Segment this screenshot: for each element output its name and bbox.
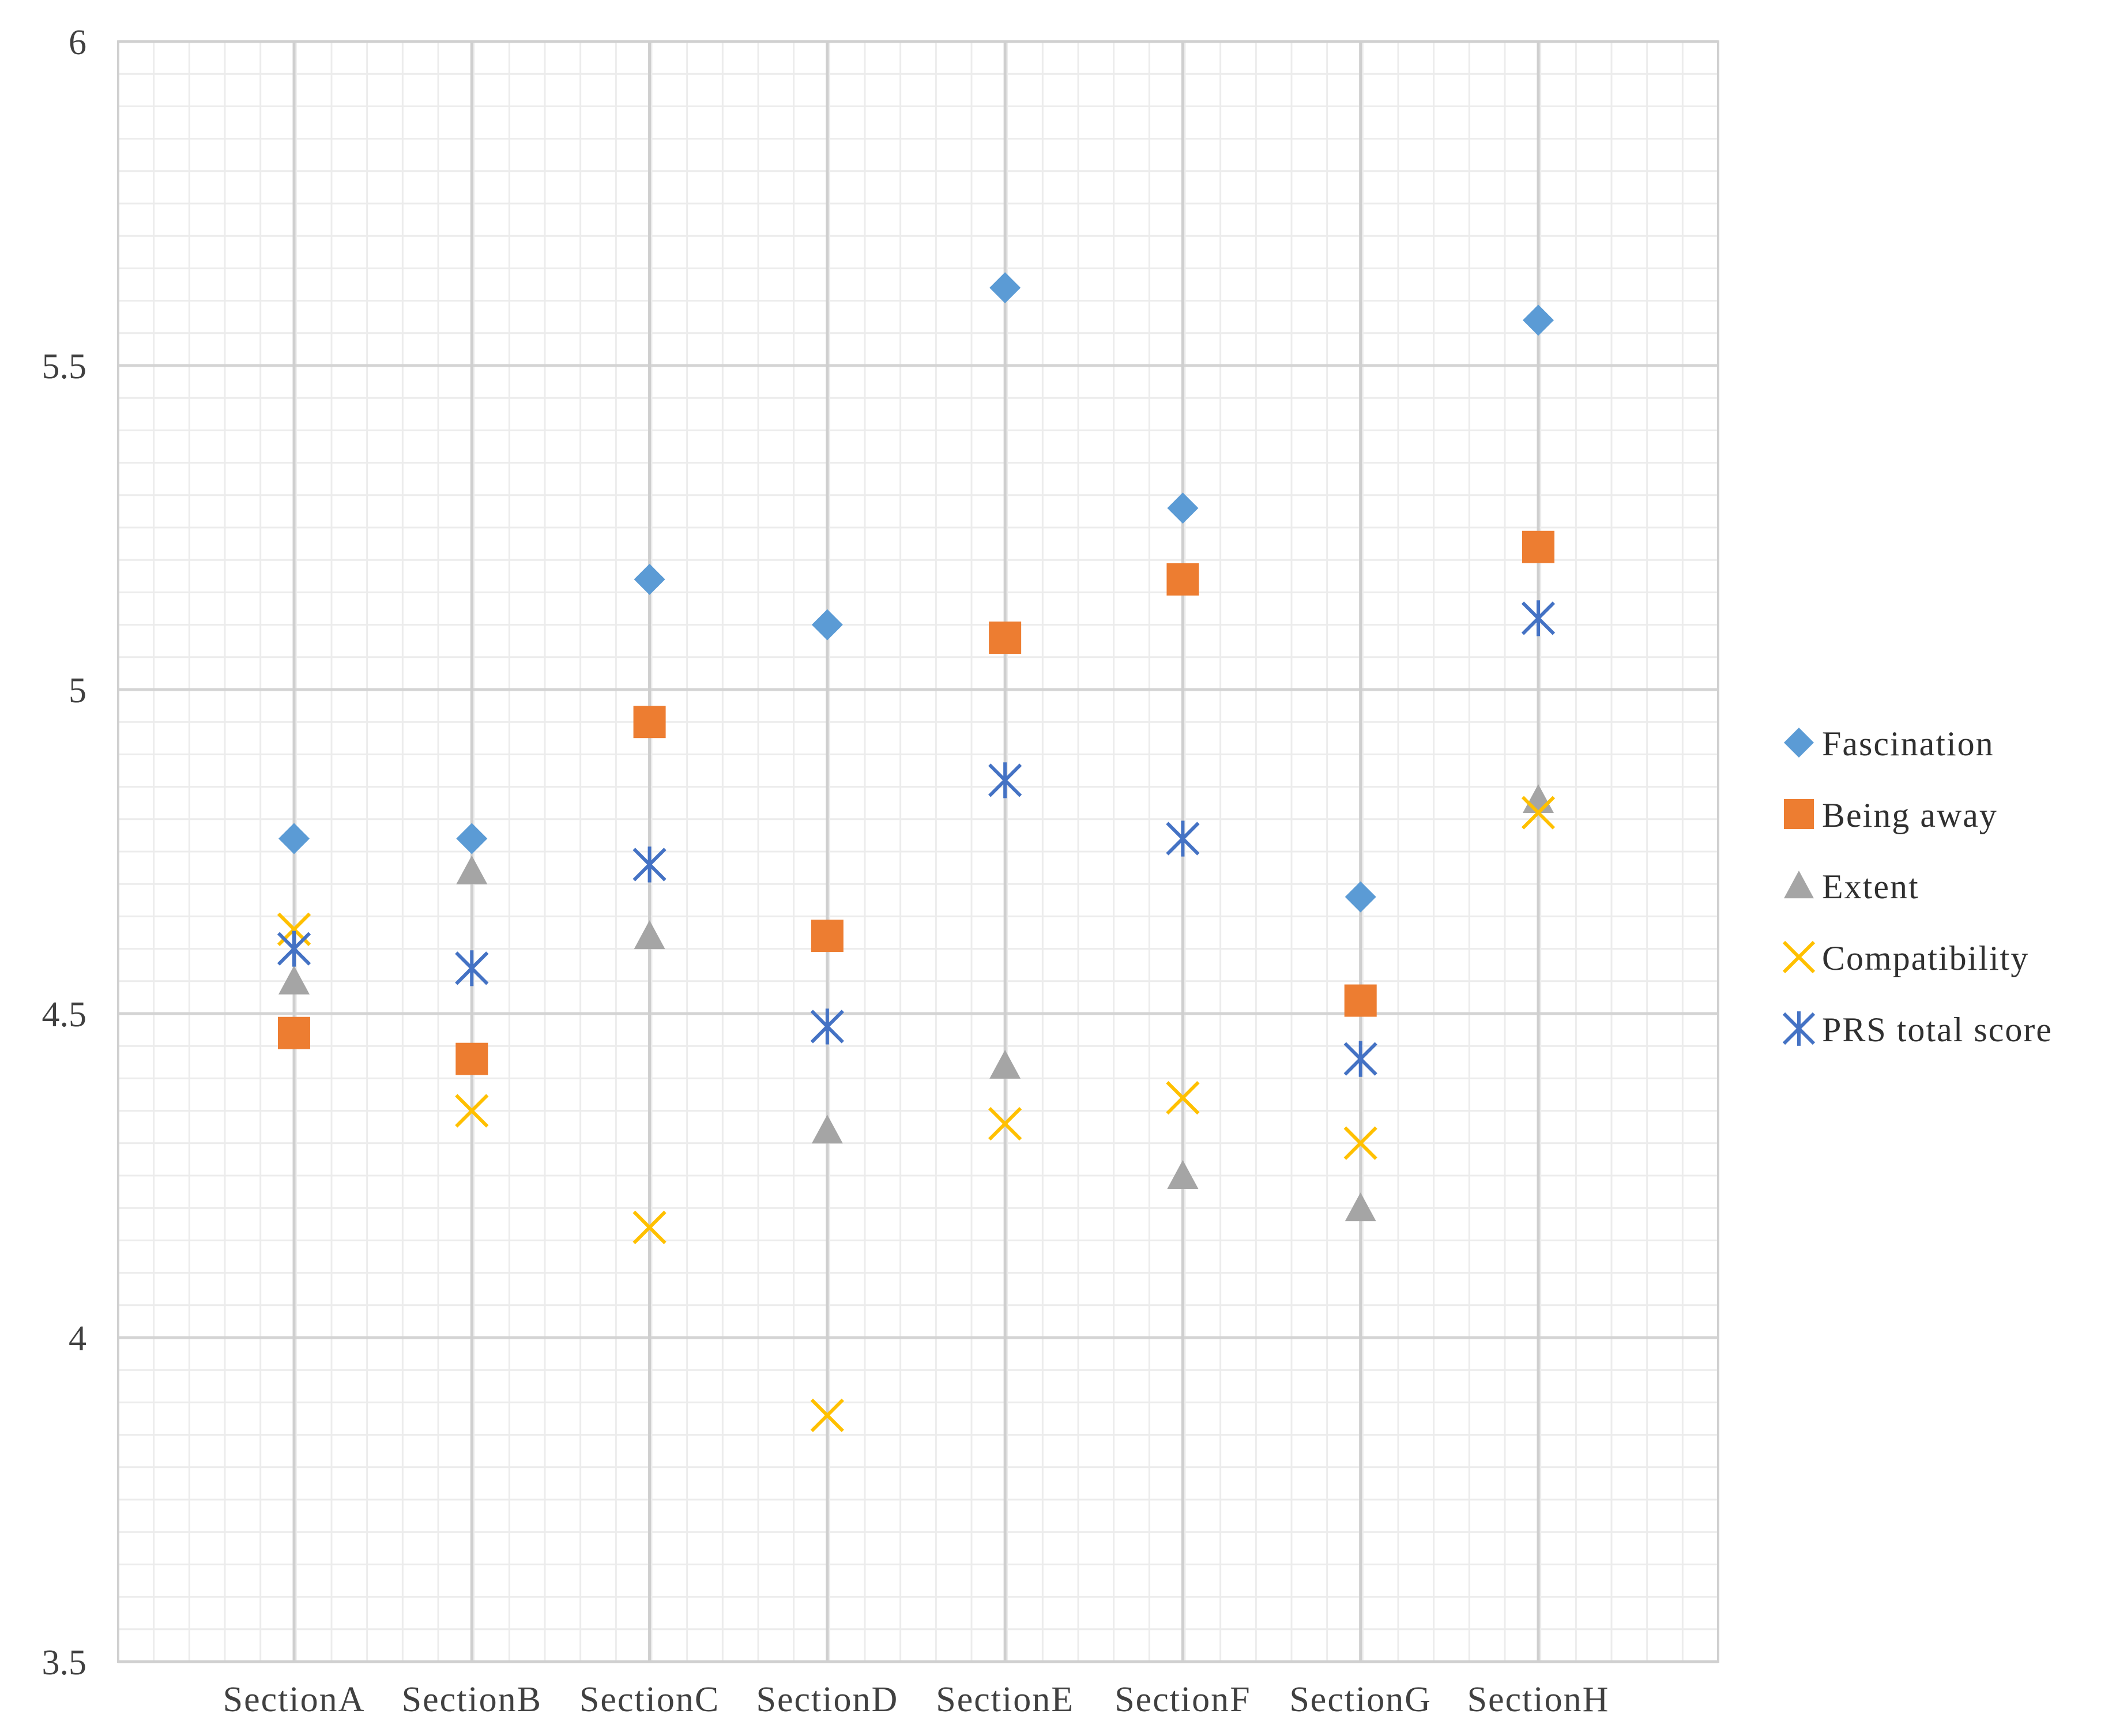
x-axis-tick-labels: SectionA SectionB SectionC SectionD SectionE… (223, 1680, 1610, 1719)
point-extent (634, 920, 665, 950)
point-fascination (456, 823, 488, 854)
point-being-away (811, 920, 844, 952)
point-prs-total-score (810, 1008, 844, 1045)
point-being-away (1344, 984, 1377, 1017)
point-extent (989, 1049, 1021, 1079)
x-tick-label: SectionD (756, 1680, 898, 1719)
y-axis-tick-labels: 3.5 4 4.5 5 5.5 6 (42, 23, 87, 1682)
y-tick-label: 4 (69, 1319, 86, 1358)
legend-marker-prs-total-score (1782, 1011, 1816, 1046)
point-fascination (811, 609, 843, 641)
legend-label-being-away: Being away (1822, 796, 1998, 834)
y-tick-label: 5.5 (42, 347, 87, 386)
point-being-away (278, 1016, 310, 1049)
point-being-away (989, 622, 1022, 654)
point-compatibility (632, 1210, 667, 1245)
point-being-away (1522, 530, 1554, 563)
y-tick-label: 6 (69, 23, 86, 62)
marker-stroke (1343, 1126, 1377, 1160)
point-fascination (278, 823, 310, 854)
legend: Fascination Being away Extent Compatibility… (1782, 725, 2053, 1049)
legend-label-fascination: Fascination (1822, 725, 1994, 763)
point-prs-total-score (277, 931, 311, 967)
point-prs-total-score (1521, 600, 1556, 637)
x-tick-label: SectionC (579, 1680, 720, 1719)
point-being-away (1166, 563, 1199, 596)
point-compatibility (1521, 796, 1556, 830)
point-extent (278, 965, 310, 995)
y-tick-label: 5 (69, 671, 86, 710)
x-tick-label: SectionB (402, 1680, 542, 1719)
point-fascination (1167, 492, 1199, 524)
plot-area-border (117, 40, 1719, 1663)
point-fascination (634, 563, 665, 595)
point-prs-total-score (1343, 1041, 1377, 1077)
point-prs-total-score (988, 762, 1022, 799)
legend-label-extent: Extent (1822, 868, 1919, 906)
legend-label-compatibility: Compatibility (1822, 939, 2029, 977)
marker-stroke (1521, 796, 1556, 830)
x-tick-label: SectionG (1289, 1680, 1432, 1719)
point-compatibility (1166, 1080, 1200, 1115)
x-tick-label: SectionA (223, 1680, 366, 1719)
marker-stroke (1782, 940, 1816, 974)
point-extent (456, 855, 488, 884)
legend-marker-being-away (1784, 799, 1814, 829)
point-extent (1523, 784, 1554, 814)
data-points (277, 272, 1556, 1433)
x-tick-label: SectionE (936, 1680, 1074, 1719)
point-fascination (1345, 881, 1376, 913)
legend-marker-compatibility (1782, 940, 1816, 974)
y-tick-label: 4.5 (42, 995, 87, 1034)
point-extent (1345, 1192, 1376, 1222)
x-tick-label: SectionF (1115, 1680, 1251, 1719)
marker-stroke (632, 1210, 667, 1245)
point-prs-total-score (632, 846, 667, 883)
marker-stroke (455, 1094, 489, 1128)
legend-marker-fascination (1784, 728, 1814, 758)
legend-label-prs-total-score: PRS total score (1822, 1011, 2053, 1049)
marker-stroke (810, 1398, 844, 1433)
point-compatibility (810, 1398, 844, 1433)
point-fascination (989, 272, 1021, 304)
legend-marker-extent (1784, 871, 1814, 899)
point-being-away (455, 1042, 488, 1075)
marker-stroke (988, 1106, 1022, 1141)
marker-stroke (1166, 1080, 1200, 1115)
point-fascination (1523, 304, 1554, 336)
point-extent (811, 1114, 843, 1144)
point-prs-total-score (1166, 820, 1200, 857)
point-being-away (633, 706, 666, 739)
x-tick-label: SectionH (1467, 1680, 1610, 1719)
minor-gridlines (118, 40, 1718, 1663)
point-compatibility (1343, 1126, 1377, 1160)
point-extent (1167, 1160, 1199, 1189)
y-tick-label: 3.5 (42, 1643, 87, 1682)
point-prs-total-score (455, 950, 489, 986)
point-compatibility (455, 1094, 489, 1128)
point-compatibility (988, 1106, 1022, 1141)
